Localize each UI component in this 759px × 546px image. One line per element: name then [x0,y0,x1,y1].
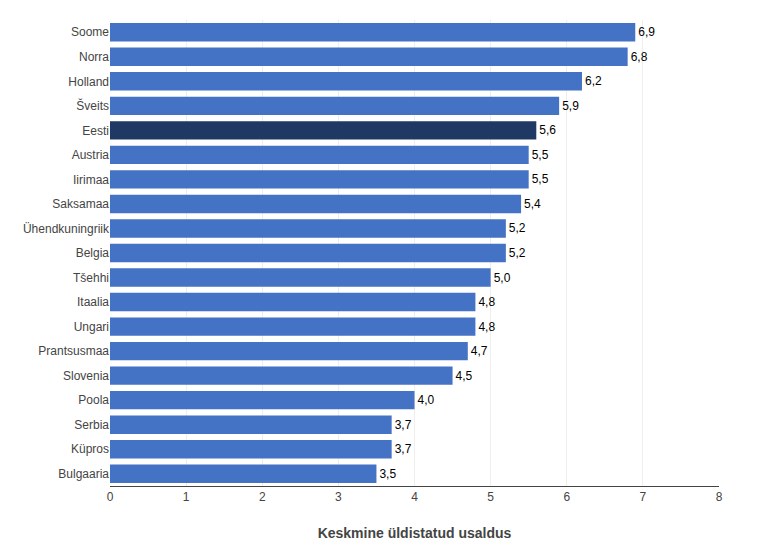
svg-text:5,4: 5,4 [524,197,541,211]
svg-text:3: 3 [335,490,342,504]
svg-text:Prantsusmaa: Prantsusmaa [38,344,109,358]
svg-text:Küpros: Küpros [71,442,109,456]
svg-text:Saksamaa: Saksamaa [52,197,109,211]
svg-text:4,8: 4,8 [478,295,495,309]
svg-text:Slovenia: Slovenia [63,369,109,383]
svg-text:4,0: 4,0 [418,393,435,407]
svg-text:5,6: 5,6 [539,123,556,137]
svg-text:3,5: 3,5 [379,467,396,481]
svg-text:Tšehhi: Tšehhi [73,271,109,285]
svg-text:Ühendkuningriik: Ühendkuningriik [23,222,110,236]
svg-text:6: 6 [563,490,570,504]
svg-text:Itaalia: Itaalia [77,295,109,309]
svg-text:8: 8 [716,490,723,504]
svg-text:Serbia: Serbia [74,418,109,432]
svg-text:5,2: 5,2 [509,221,526,235]
svg-text:7: 7 [640,490,647,504]
svg-text:Austria: Austria [72,148,110,162]
svg-text:4: 4 [411,490,418,504]
svg-text:0: 0 [107,490,114,504]
svg-text:Eesti: Eesti [82,124,109,138]
svg-text:Poola: Poola [78,393,109,407]
svg-text:Ungari: Ungari [74,320,109,334]
svg-text:4,8: 4,8 [478,320,495,334]
svg-text:6,2: 6,2 [585,74,602,88]
svg-text:Iirimaa: Iirimaa [73,173,109,187]
svg-text:Belgia: Belgia [76,246,110,260]
svg-text:5: 5 [487,490,494,504]
svg-text:4,5: 4,5 [456,369,473,383]
svg-text:4,7: 4,7 [471,344,488,358]
svg-text:Šveits: Šveits [76,98,109,113]
svg-text:5,2: 5,2 [509,246,526,260]
svg-text:2: 2 [259,490,266,504]
svg-text:Holland: Holland [68,75,109,89]
svg-text:6,9: 6,9 [638,25,655,39]
svg-text:1: 1 [183,490,190,504]
svg-text:5,9: 5,9 [562,99,579,113]
svg-text:5,0: 5,0 [494,271,511,285]
svg-text:Bulgaaria: Bulgaaria [58,467,109,481]
svg-text:5,5: 5,5 [532,172,549,186]
svg-text:6,8: 6,8 [631,50,648,64]
svg-text:Soome: Soome [71,25,109,39]
svg-text:3,7: 3,7 [395,418,412,432]
svg-text:Norra: Norra [79,50,109,64]
svg-text:3,7: 3,7 [395,442,412,456]
svg-text:Keskmine üldistatud usaldus: Keskmine üldistatud usaldus [318,525,512,541]
svg-text:5,5: 5,5 [532,148,549,162]
